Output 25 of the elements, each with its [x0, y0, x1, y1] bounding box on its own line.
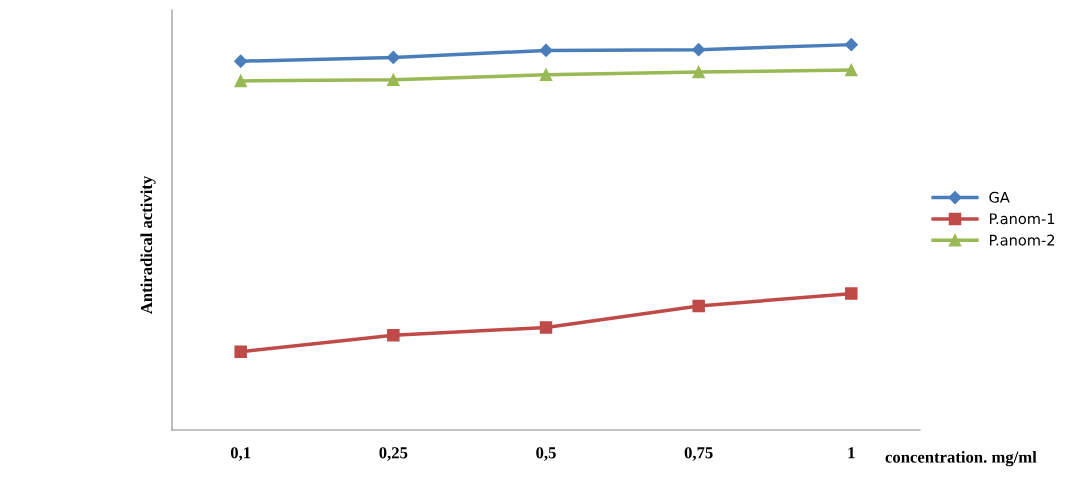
legend-label: P.anom-2 — [989, 234, 1055, 246]
point — [845, 63, 858, 77]
legend-label: GA — [989, 191, 1010, 203]
legend-label: P.anom-1 — [989, 213, 1055, 225]
point — [387, 328, 400, 342]
point — [234, 54, 248, 68]
x-tick-label: 0,1 — [230, 447, 251, 461]
point — [692, 299, 705, 313]
point — [387, 73, 400, 86]
point — [692, 43, 706, 57]
x-tick-label: 0,75 — [684, 447, 713, 461]
point — [234, 74, 247, 88]
point — [539, 68, 553, 81]
point — [234, 345, 247, 359]
point — [844, 38, 858, 52]
x-tick-label: 1 — [848, 447, 855, 459]
point — [386, 50, 400, 64]
y-axis-title: Antiradical activity — [140, 175, 156, 315]
x-tick-label: 0,5 — [536, 447, 556, 461]
point — [845, 287, 858, 300]
point — [692, 65, 705, 79]
point — [539, 321, 553, 334]
x-axis-title: concentration. mg/ml — [885, 451, 1037, 467]
x-tick-label: 0,25 — [379, 447, 408, 461]
point — [539, 43, 553, 58]
